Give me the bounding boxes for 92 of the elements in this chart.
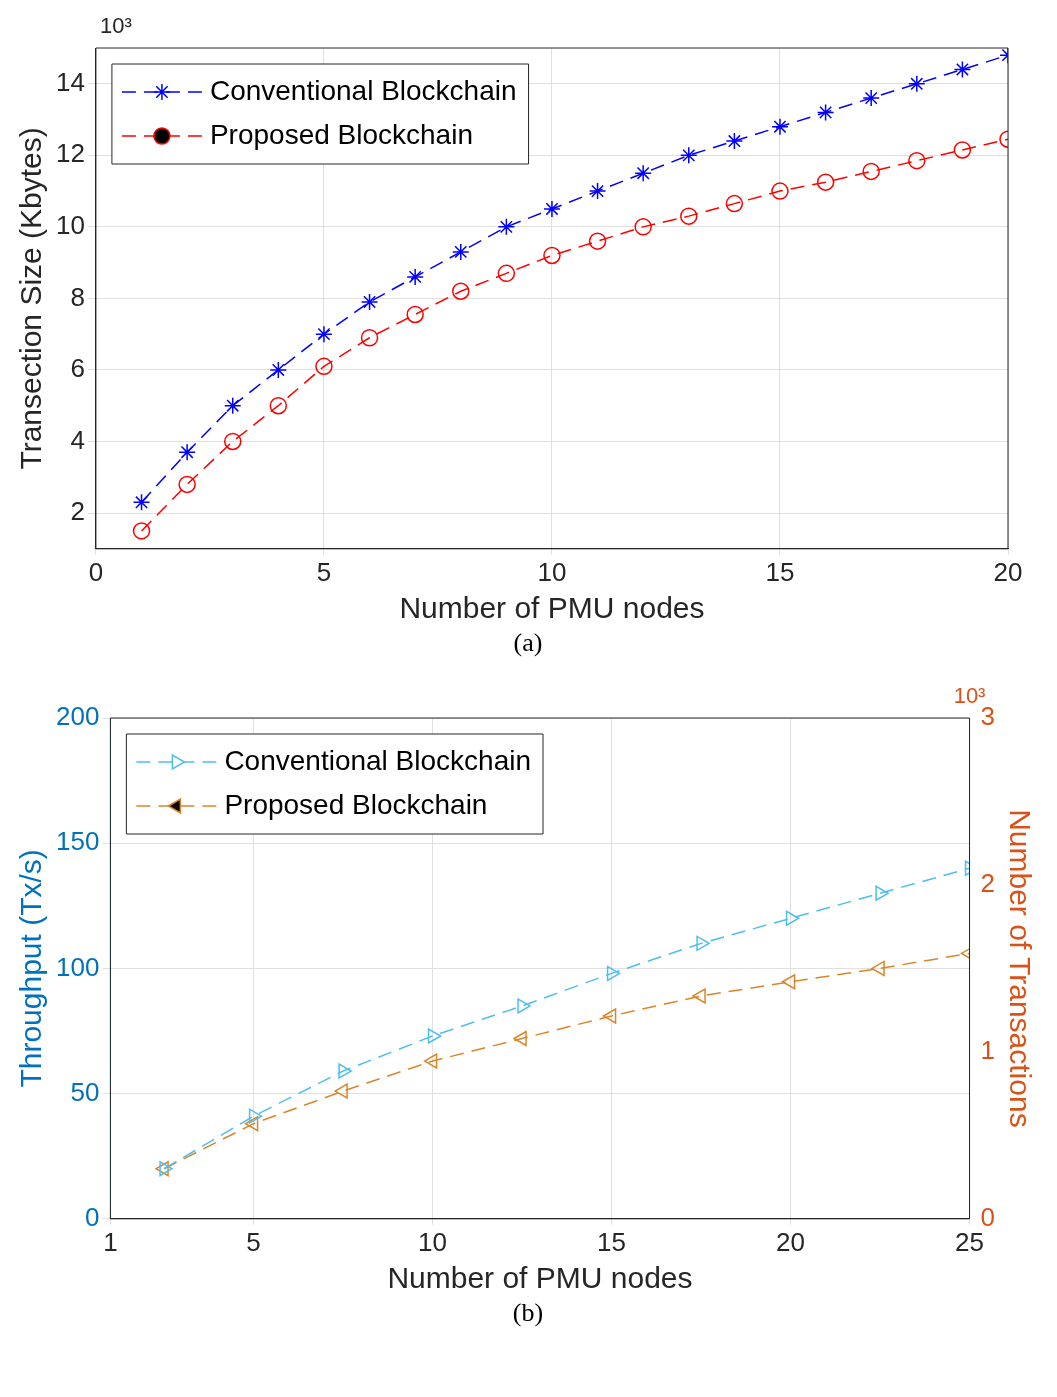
x-tick-label: 10: [418, 1226, 448, 1257]
point: [725, 132, 744, 150]
point: [248, 1108, 263, 1124]
text: (b): [511, 1298, 545, 1328]
y-tick-label: 50: [70, 1076, 100, 1107]
y-tick-label: 150: [55, 826, 100, 857]
point: [588, 232, 607, 250]
point: [223, 432, 242, 451]
x-tick-label: 20: [776, 1226, 806, 1257]
point: [692, 988, 706, 1004]
text: (a): [512, 628, 544, 658]
point: [360, 293, 379, 311]
y-axis-title: Transection Size (Kbytes): [14, 127, 48, 470]
legend-label: Conventional Blockchain: [224, 744, 532, 776]
x-tick-label: 15: [765, 556, 795, 587]
x-tick-label: 15: [597, 1226, 627, 1257]
text: 10³: [99, 13, 132, 39]
point: [178, 443, 196, 461]
y2-tick-label: 2: [980, 868, 996, 899]
point: [908, 151, 926, 170]
x-tick-label: 10: [537, 556, 567, 587]
y-axis-title: Throughput (Tx/s): [14, 849, 48, 1088]
y-tick-label: 0: [84, 1201, 100, 1232]
point: [816, 103, 835, 122]
point: [785, 910, 800, 926]
point: [315, 357, 333, 376]
point: [602, 1008, 617, 1024]
x-axis-title: Number of PMU nodes: [387, 1261, 693, 1295]
point: [427, 1028, 442, 1044]
point: [178, 475, 196, 494]
y-tick-label: 2: [70, 496, 85, 527]
point: [244, 1115, 259, 1132]
point: [497, 264, 516, 283]
point: [269, 396, 288, 415]
point: [634, 218, 652, 236]
y2-tick-label: 3: [980, 701, 996, 732]
point: [908, 75, 926, 93]
point: [543, 246, 561, 265]
point: [360, 329, 379, 347]
point: [680, 207, 698, 225]
point: [862, 162, 880, 181]
point: [452, 243, 470, 261]
point: [771, 117, 789, 136]
legend-label: Conventional Blockchain: [209, 74, 517, 106]
point: [223, 396, 242, 415]
y2-axis-title: Number of Transactions: [1003, 809, 1037, 1128]
point: [423, 1053, 438, 1069]
point: [452, 282, 470, 300]
point: [513, 1030, 527, 1047]
point: [696, 935, 710, 952]
point: [406, 268, 424, 286]
point: [315, 325, 333, 343]
y-tick-label: 200: [55, 701, 100, 732]
point: [606, 965, 621, 982]
point: [497, 218, 516, 236]
point: [862, 89, 880, 107]
point: [159, 1161, 173, 1177]
point: [871, 960, 885, 977]
point: [875, 885, 889, 901]
point: [816, 173, 835, 191]
point: [155, 1161, 169, 1177]
x-tick-label: 1: [103, 1226, 118, 1257]
y-tick-label: 4: [70, 424, 85, 455]
point: [334, 1083, 348, 1099]
y-tick-label: 8: [70, 281, 85, 312]
point: [953, 141, 972, 159]
legend-label: Proposed Blockchain: [209, 118, 473, 150]
y-tick-label: 14: [56, 66, 85, 97]
point: [338, 1063, 352, 1079]
y-tick-label: 100: [55, 951, 100, 982]
x-tick-label: 5: [316, 556, 332, 587]
y2-tick-label: 1: [980, 1035, 996, 1066]
point: [634, 164, 652, 182]
y-tick-label: 10: [56, 210, 85, 241]
point: [132, 522, 151, 540]
x-tick-label: 5: [246, 1226, 261, 1257]
point: [725, 194, 744, 213]
point: [406, 305, 424, 324]
point: [781, 974, 796, 990]
point: [953, 60, 972, 79]
x-tick-label: 20: [993, 556, 1023, 587]
x-axis-title: Number of PMU nodes: [399, 591, 705, 625]
point: [132, 493, 151, 512]
y-tick-label: 12: [56, 138, 85, 169]
point: [543, 200, 561, 218]
point: [517, 998, 531, 1014]
point: [588, 182, 607, 200]
legend-label: Proposed Blockchain: [224, 788, 488, 820]
point: [771, 182, 789, 200]
point: [680, 146, 698, 165]
point: [269, 361, 288, 379]
y-tick-label: 6: [70, 353, 85, 384]
